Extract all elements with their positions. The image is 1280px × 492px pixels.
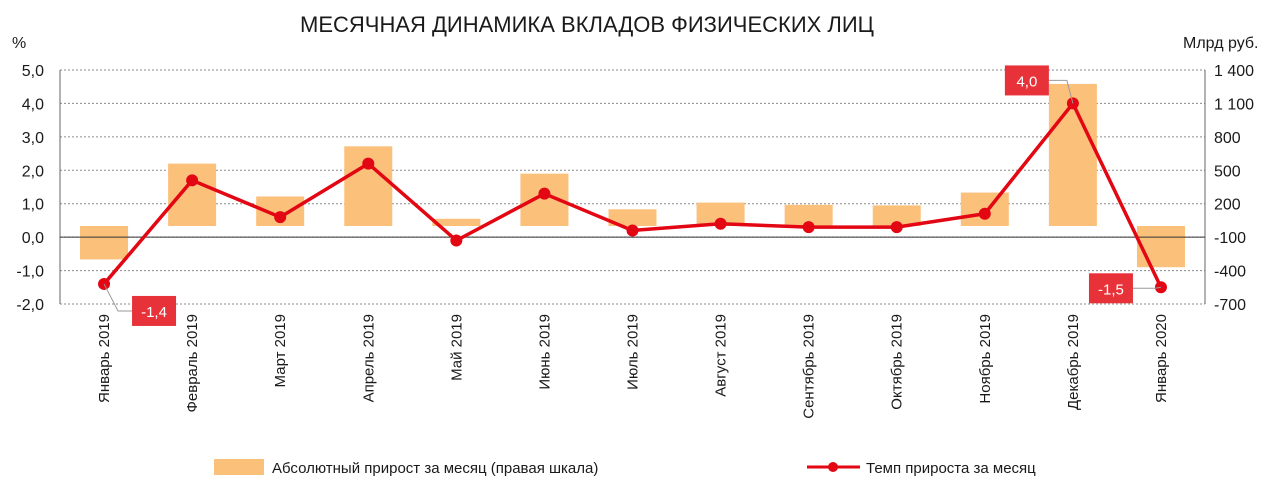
category-label: Июль 2019 [625, 314, 642, 390]
callout-label: -1,5 [1098, 281, 1124, 298]
category-label: Декабрь 2019 [1065, 314, 1082, 410]
line-point [186, 174, 199, 187]
callout-leader [103, 283, 133, 312]
right-axis-unit: Млрд руб. [1183, 35, 1258, 52]
legend-line-marker [828, 462, 838, 472]
chart-title: МЕСЯЧНАЯ ДИНАМИКА ВКЛАДОВ ФИЗИЧЕСКИХ ЛИЦ [300, 12, 874, 37]
left-tick-label: -2,0 [16, 297, 44, 314]
callout-box [1088, 273, 1133, 304]
category-label: Август 2019 [713, 314, 730, 397]
gridlines [59, 69, 1206, 305]
right-tick-label: 1 100 [1214, 96, 1254, 113]
category-label: Январь 2020 [1153, 314, 1170, 403]
line-point [450, 234, 463, 247]
bar [168, 163, 217, 226]
left-tick-label: 0,0 [22, 230, 44, 247]
left-tick-label: 5,0 [22, 63, 44, 80]
callout-leader [1048, 79, 1074, 104]
category-label: Январь 2019 [96, 314, 113, 403]
bar [872, 205, 921, 226]
category-labels: Январь 2019 Февраль 2019 Март 2019 Апрель 2… [96, 314, 1170, 419]
bar [80, 226, 129, 260]
left-tick-label: 3,0 [22, 130, 44, 147]
left-axis: 5,0 4,0 3,0 2,0 1,0 0,0 -1,0 -2,0 [16, 63, 44, 314]
right-axis: 1 400 1 100 800 500 200 -100 -400 -700 [1214, 63, 1254, 314]
bar-series [80, 83, 1185, 268]
line-point [274, 211, 287, 224]
right-tick-label: 200 [1214, 197, 1241, 214]
right-tick-label: 1 400 [1214, 63, 1254, 80]
category-label: Июнь 2019 [536, 314, 553, 390]
bar [1136, 226, 1185, 268]
line-point [714, 217, 727, 230]
line-point [802, 221, 815, 234]
line-point [626, 224, 639, 237]
line-point [362, 157, 375, 170]
category-label: Февраль 2019 [184, 314, 201, 413]
category-label: Апрель 2019 [360, 314, 377, 402]
callout-leader [1132, 286, 1162, 289]
callout-label: 4,0 [1016, 73, 1037, 90]
legend-bar-swatch [214, 459, 264, 475]
category-label: Октябрь 2019 [889, 314, 906, 410]
line-point [890, 221, 903, 234]
left-tick-label: 2,0 [22, 163, 44, 180]
category-label: Ноябрь 2019 [977, 314, 994, 404]
left-tick-label: 4,0 [22, 96, 44, 113]
callout-box [1004, 65, 1049, 96]
bar [784, 204, 833, 226]
legend-line-label: Темп прироста за месяц [866, 460, 1036, 477]
bar [432, 218, 481, 226]
left-tick-label: 1,0 [22, 197, 44, 214]
bar [608, 209, 657, 226]
category-label: Май 2019 [448, 314, 465, 381]
category-label: Март 2019 [272, 314, 289, 387]
legend: Абсолютный прирост за месяц (правая шкал… [214, 459, 1036, 477]
left-axis-unit: % [12, 35, 26, 52]
callout-box [132, 295, 177, 326]
left-tick-label: -1,0 [16, 264, 44, 281]
line-point [978, 207, 991, 220]
right-tick-label: -700 [1214, 297, 1246, 314]
callout-label: -1,4 [141, 304, 167, 321]
right-tick-label: 800 [1214, 130, 1241, 147]
category-label: Сентябрь 2019 [801, 314, 818, 419]
right-tick-label: 500 [1214, 163, 1241, 180]
bar [696, 202, 745, 226]
callouts: -1,4 4,0 -1,5 [103, 65, 1162, 326]
right-tick-label: -100 [1214, 230, 1246, 247]
line-point [538, 187, 551, 200]
right-tick-label: -400 [1214, 264, 1246, 281]
legend-bar-label: Абсолютный прирост за месяц (правая шкал… [272, 460, 598, 477]
